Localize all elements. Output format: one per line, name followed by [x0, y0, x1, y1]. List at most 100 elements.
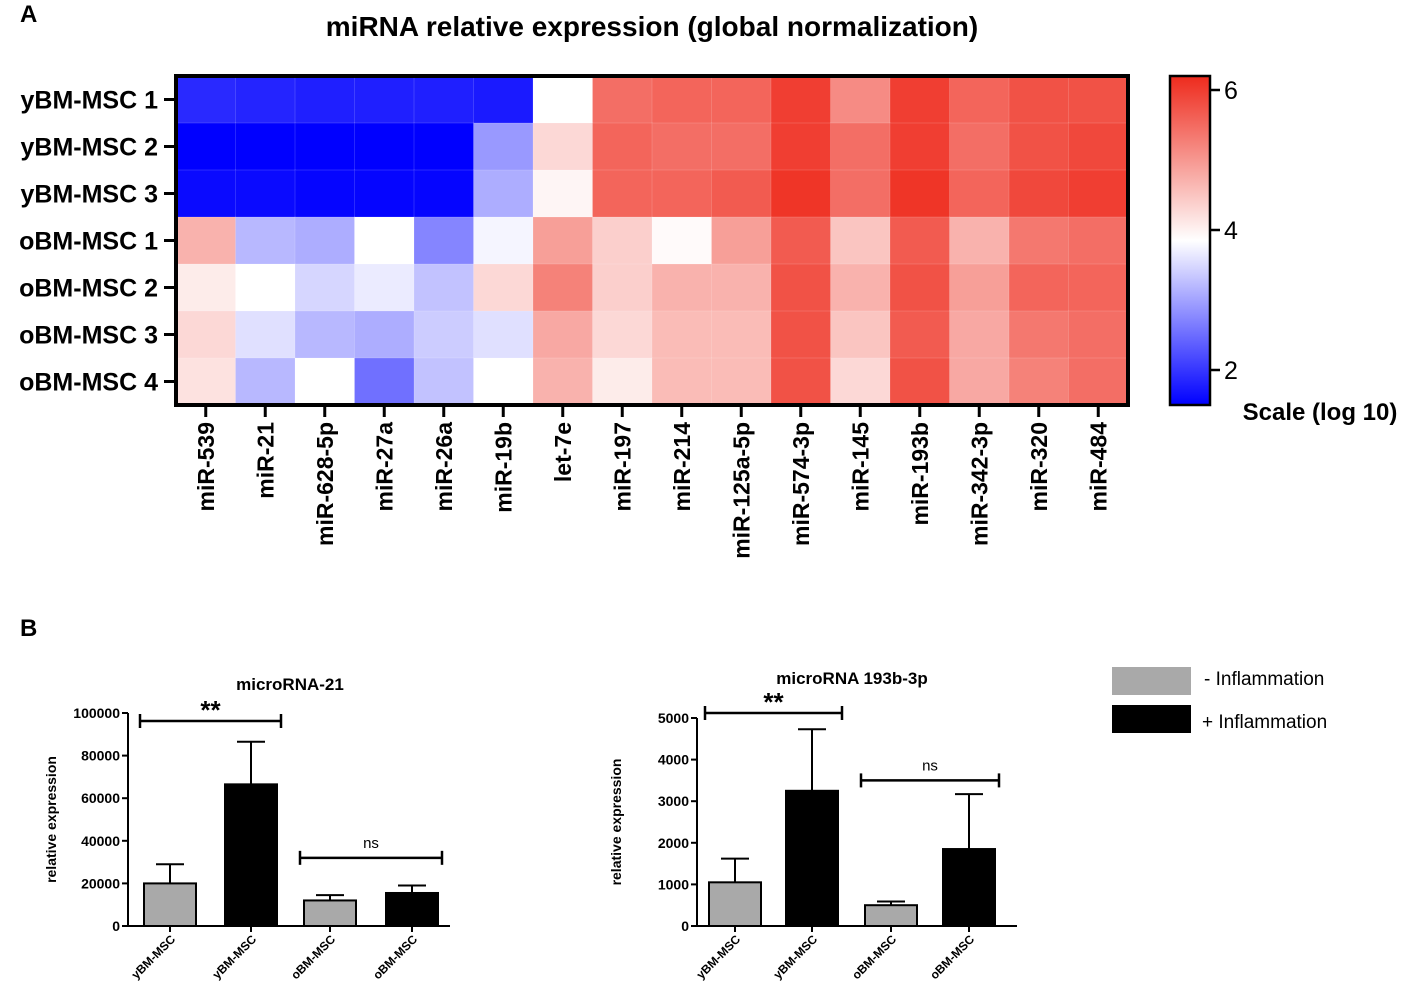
- col-label-mir-320: miR-320: [1026, 422, 1052, 511]
- col-label-mir-125a-5p: miR-125a-5p: [728, 422, 754, 559]
- x-tick-label-2: yBM-MSC: [210, 932, 260, 982]
- legend-label-plus-inflammation: + Inflammation: [1202, 712, 1327, 733]
- heatmap-cell-r7-c6: [473, 357, 534, 406]
- bar-chart-microrna-193b: microRNA 193b-3p relative expression 0 1000…: [608, 669, 1017, 982]
- heatmap-cell-r5-c11: [770, 263, 832, 312]
- heatmap-cell-r4-c9: [651, 216, 713, 265]
- y-tick-label-1000: 1000: [658, 876, 689, 892]
- legend-label-minus-inflammation: - Inflammation: [1204, 669, 1324, 690]
- heatmap-cell-r2-c11: [770, 122, 832, 171]
- bar-1: [143, 882, 197, 928]
- col-label-mir-193b: miR-193b: [907, 422, 933, 526]
- y-tick-label-3000: 3000: [658, 793, 689, 809]
- colorbar-tick-label-4: 4: [1224, 217, 1238, 245]
- row-label-obm-msc-2: oBM-MSC 2: [19, 275, 158, 303]
- col-label-mir-574-3p: miR-574-3p: [788, 422, 814, 546]
- heatmap-cell-r2-c5: [413, 122, 475, 171]
- heatmap-cell-r2-c12: [830, 122, 891, 171]
- bar-chart-microrna-21: microRNA-21 relative expression 0 20000 4000…: [43, 675, 450, 982]
- heatmap-cell-r1-c13: [889, 75, 951, 124]
- heatmap-cell-r6-c14: [949, 310, 1010, 359]
- bar-1: [708, 881, 762, 928]
- colorbar: [1168, 74, 1212, 407]
- heatmap-cell-r6-c1: [175, 310, 237, 359]
- col-label-mir-197: miR-197: [609, 422, 635, 511]
- col-label-mir-214: miR-214: [669, 422, 695, 512]
- y-tick-label-20000: 20000: [81, 875, 120, 891]
- heatmap-cell-r1-c8: [592, 75, 653, 124]
- bar-2: [785, 789, 839, 927]
- heatmap-cell-r4-c13: [889, 216, 951, 265]
- heatmap-cell-r3-c4: [354, 169, 415, 218]
- heatmap-cell-r5-c1: [175, 263, 237, 312]
- col-label-mir-484: miR-484: [1085, 422, 1111, 512]
- heatmap-cell-r4-c2: [235, 216, 296, 265]
- heatmap-cell-r4-c16: [1068, 216, 1129, 265]
- heatmap-cell-r2-c6: [473, 122, 534, 171]
- y-axis-label: relative expression: [43, 756, 59, 883]
- y-tick-label-5000: 5000: [658, 710, 689, 726]
- heatmap-cell-r4-c8: [592, 216, 653, 265]
- heatmap-cell-r2-c16: [1068, 122, 1129, 171]
- y-axis-label: relative expression: [608, 759, 624, 886]
- legend-swatch-plus-inflammation: [1112, 705, 1191, 733]
- heatmap-cell-r1-c12: [830, 75, 891, 124]
- heatmap-cell-r3-c8: [592, 169, 653, 218]
- panel-label-b: B: [20, 615, 37, 642]
- heatmap-cell-r6-c3: [294, 310, 356, 359]
- bar-4: [942, 848, 996, 927]
- heatmap-cell-r4-c3: [294, 216, 356, 265]
- heatmap-cell-r6-c2: [235, 310, 296, 359]
- heatmap-cell-r3-c7: [532, 169, 594, 218]
- colorbar-tick-label-6: 6: [1224, 77, 1238, 105]
- bar-title: microRNA-21: [236, 675, 344, 694]
- y-tick-label-100000: 100000: [73, 705, 120, 721]
- heatmap-cell-r6-c10: [711, 310, 772, 359]
- heatmap-cell-r3-c13: [889, 169, 951, 218]
- heatmap-row-labels: yBM-MSC 1 yBM-MSC 2 yBM-MSC 3 oBM-MSC 1 oBM-…: [19, 87, 174, 397]
- heatmap-cell-r6-c8: [592, 310, 653, 359]
- heatmap-cell-r7-c8: [592, 357, 653, 406]
- heatmap-cell-r4-c7: [532, 216, 594, 265]
- heatmap-cell-r5-c9: [651, 263, 713, 312]
- row-label-ybm-msc-2: yBM-MSC 2: [20, 134, 158, 162]
- y-tick-label-60000: 60000: [81, 790, 120, 806]
- x-tick-label-4: oBM-MSC: [927, 932, 977, 982]
- row-label-obm-msc-3: oBM-MSC 3: [19, 322, 158, 350]
- x-tick-label-3: oBM-MSC: [849, 932, 899, 982]
- x-tick-label-4: oBM-MSC: [370, 932, 420, 982]
- heatmap-cell-r3-c10: [711, 169, 772, 218]
- heatmap-cell-r2-c8: [592, 122, 653, 171]
- heatmap-cell-r5-c2: [235, 263, 296, 312]
- y-tick-label-2000: 2000: [658, 835, 689, 851]
- row-label-ybm-msc-1: yBM-MSC 1: [20, 87, 158, 115]
- bar-2: [224, 783, 278, 927]
- heatmap-cell-r3-c1: [175, 169, 237, 218]
- heatmap-cell-r4-c6: [473, 216, 534, 265]
- heatmap-cell-r7-c5: [413, 357, 475, 406]
- heatmap-cell-r7-c3: [294, 357, 356, 406]
- heatmap-cell-r3-c16: [1068, 169, 1129, 218]
- bar-4: [385, 891, 439, 927]
- heatmap-cell-r7-c13: [889, 357, 951, 406]
- heatmap-cell-r3-c15: [1008, 169, 1070, 218]
- heatmap-cell-r2-c13: [889, 122, 951, 171]
- heatmap-cell-r4-c1: [175, 216, 237, 265]
- heatmap-cell-r1-c4: [354, 75, 415, 124]
- heatmap-cell-r6-c5: [413, 310, 475, 359]
- y-tick-label-80000: 80000: [81, 748, 120, 764]
- x-tick-label-1: yBM-MSC: [129, 932, 179, 982]
- significance-label-2: ns: [363, 835, 379, 852]
- heatmap-cell-r1-c10: [711, 75, 772, 124]
- heatmap-cell-r2-c9: [651, 122, 713, 171]
- heatmap-cell-r5-c8: [592, 263, 653, 312]
- heatmap-cell-r7-c9: [651, 357, 713, 406]
- heatmap-cell-r7-c10: [711, 357, 772, 406]
- col-label-mir-145: miR-145: [847, 422, 873, 512]
- col-label-let-7e: let-7e: [550, 422, 576, 482]
- heatmap-column-labels: miR-539 miR-21 miR-628-5p miR-27a miR-26a miR…: [193, 407, 1111, 559]
- heatmap-cell-r5-c7: [532, 263, 594, 312]
- heatmap-cell-r5-c5: [413, 263, 475, 312]
- heatmap-cell-r1-c16: [1068, 75, 1129, 124]
- heatmap-cell-r7-c16: [1068, 357, 1129, 406]
